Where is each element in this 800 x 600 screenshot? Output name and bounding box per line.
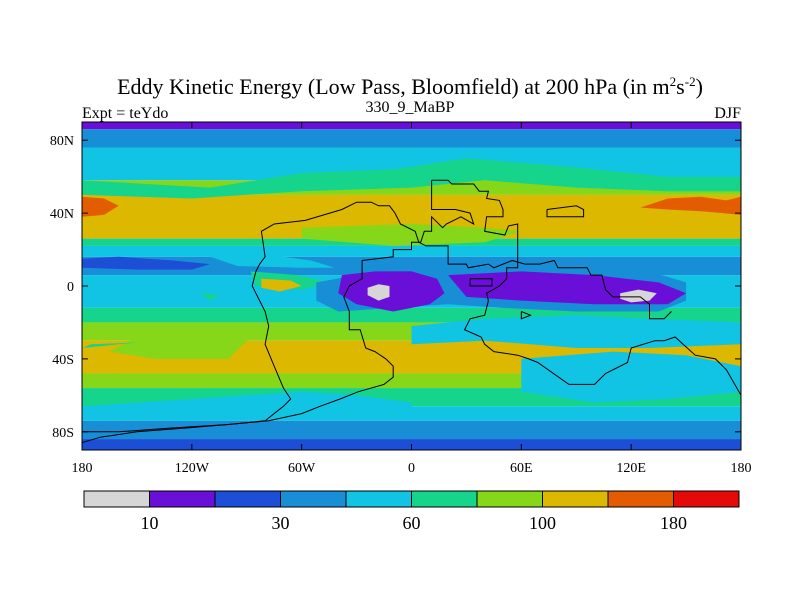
contour-map	[82, 122, 741, 450]
contour-region-5	[210, 253, 335, 268]
experiment-label: Expt = teYdo	[82, 105, 168, 122]
contour-region-17	[82, 342, 137, 348]
x-tick-label-4: 60E	[510, 461, 533, 476]
x-tick-label-0: 180	[72, 461, 93, 476]
continent-outline-0	[431, 179, 741, 396]
continent-outline-4	[469, 278, 493, 287]
x-tick-label-1: 120W	[175, 461, 210, 476]
contour-region-12	[367, 284, 390, 301]
continent-outline-1	[82, 180, 475, 433]
colorbar-swatch-5	[411, 490, 478, 508]
contour-region-8	[201, 293, 220, 301]
contour-region-2	[82, 196, 119, 217]
chart-subtitle: 330_9_MaBP	[366, 99, 455, 116]
colorbar-swatch-3	[280, 490, 347, 508]
y-tick-label-4: 80S	[52, 426, 74, 441]
y-tick-label-0: 80N	[50, 134, 74, 149]
x-tick-label-3: 0	[408, 461, 415, 476]
contour-region-15	[109, 333, 247, 359]
colorbar-swatch-7	[542, 490, 609, 508]
continent-outlines	[82, 179, 741, 444]
contour-region-1	[301, 224, 522, 246]
contour-region-4	[82, 256, 211, 270]
colorbar-label-2: 60	[403, 513, 421, 533]
continent-outline-5	[520, 311, 532, 320]
colorbar-label-3: 100	[529, 513, 556, 533]
zonal-band-1	[82, 129, 741, 148]
colorbar-swatch-1	[149, 490, 216, 508]
colorbar-swatch-2	[214, 490, 281, 508]
y-tick-label-3: 40S	[52, 353, 74, 368]
colorbar-label-0: 10	[141, 513, 159, 533]
x-tick-label-5: 120E	[616, 461, 646, 476]
continent-outline-3	[546, 205, 585, 218]
y-tick-label-1: 40N	[50, 207, 74, 222]
contour-region-0	[82, 158, 741, 199]
colorbar: 10 30 60 100 180	[83, 490, 740, 533]
contour-region-7	[261, 278, 302, 292]
map-axes: 180 120W 60W 0 60E 120E 180 80N 40N 0 40S 80S	[50, 122, 752, 476]
zonal-band-15	[82, 420, 741, 440]
colorbar-swatch-9	[673, 490, 740, 508]
contour-region-16	[521, 351, 741, 403]
chart-title: Eddy Kinetic Energy (Low Pass, Bloomfiel…	[117, 74, 703, 99]
colorbar-swatch-4	[345, 490, 412, 508]
y-tick-label-2: 0	[67, 280, 74, 295]
zonal-band-6	[82, 245, 741, 257]
season-label: DJF	[714, 105, 741, 122]
colorbar-label-4: 180	[660, 513, 687, 533]
x-tick-label-6: 180	[731, 461, 752, 476]
colorbar-swatch-6	[476, 490, 543, 508]
contour-region-18	[82, 391, 412, 418]
colorbar-swatch-0	[83, 490, 150, 508]
contour-region-3	[640, 196, 741, 215]
continent-outline-2	[82, 201, 672, 444]
contour-region-13	[620, 289, 657, 303]
contour-region-10	[338, 271, 445, 312]
contour-region-14	[411, 315, 741, 348]
x-tick-label-2: 60W	[288, 461, 316, 476]
colorbar-label-1: 30	[272, 513, 290, 533]
colorbar-swatch-8	[607, 490, 674, 508]
